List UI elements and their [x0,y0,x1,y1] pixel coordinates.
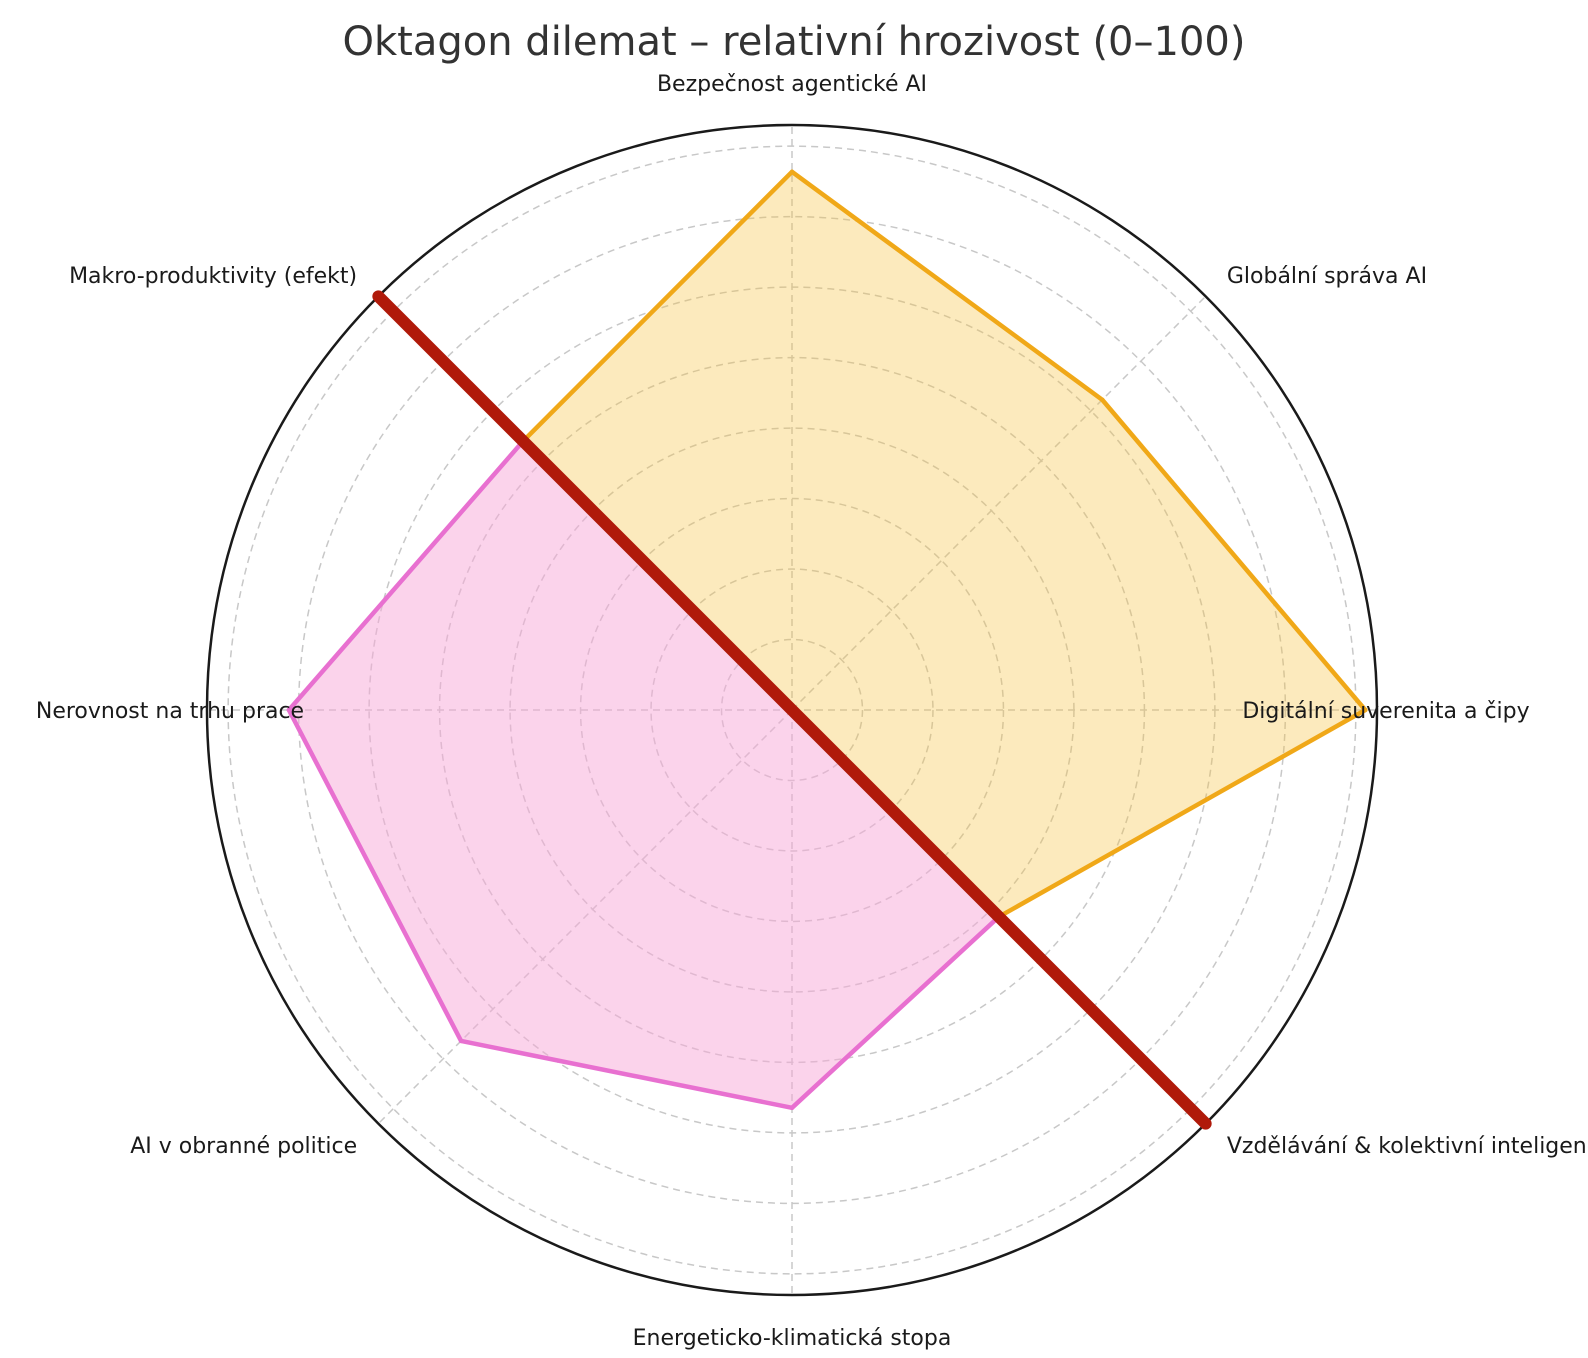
axis-label: Vzdělávání & kolektivní inteligence [1227,1134,1588,1159]
series-edge [789,914,1002,1111]
upper-area [523,171,1366,917]
series-edge [789,169,1105,403]
grid-ring [227,145,1357,1275]
series-edge [1099,397,1368,713]
series-edge [286,438,526,713]
axis-label: Globální správa AI [1227,264,1427,289]
series-edge [286,707,464,1044]
axis-label: Nerovnost na trhu prace [36,699,304,724]
series-edge [996,707,1368,920]
series-edge [458,1038,795,1111]
axis-label: Bezpečnost agentické AI [657,72,927,97]
series-edge [520,169,795,444]
chart-title: Oktagon dilemat – relativní hrozivost (0… [343,19,1246,65]
axis-labels: Bezpečnost agentické AI Globální správa A… [36,72,1588,1351]
series [286,169,1368,1130]
lower-area [288,441,999,1108]
outer-frame [205,123,1379,1297]
divider-line [372,290,1212,1130]
axis-label: Energeticko-klimatická stopa [633,1326,952,1351]
axis-label: AI v obranné politice [130,1134,357,1159]
grid-spoke [791,295,1207,711]
axis-label: Digitální suverenita a čipy [1242,699,1529,724]
axis-label: Makro-produktivity (efekt) [69,264,357,289]
